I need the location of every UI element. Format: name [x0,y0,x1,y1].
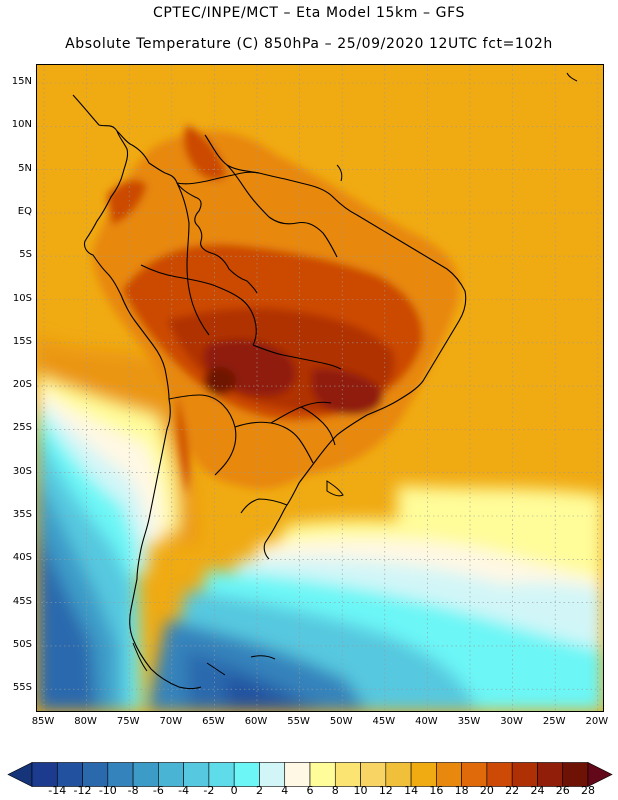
colorbar-label: -6 [152,784,164,797]
country-borders [72,94,467,690]
colorbar-swatch [208,762,235,787]
lat-label: 55S [12,682,32,694]
temperature-map [36,64,604,712]
colorbar-swatch [56,762,83,787]
colorbar-swatch [562,762,589,787]
colorbar-label: 26 [555,784,570,797]
lat-label: 45S [12,595,32,607]
colorbar-max-arrow [587,762,613,787]
colorbar-swatch [410,762,437,787]
colorbar-label: 10 [353,784,368,797]
colorbar [7,762,613,787]
lon-label: 65W [202,716,225,727]
colorbar-label: 8 [331,784,339,797]
lat-label: 50S [12,638,32,650]
lat-label: 10S [12,292,32,304]
colorbar-label: 24 [530,784,545,797]
lat-label: 5S [19,249,32,261]
colorbar-swatch [31,762,58,787]
colorbar-swatch [284,762,311,787]
lat-label: 20S [12,379,32,391]
colorbar-swatch [82,762,109,787]
lat-label: 40S [12,552,32,564]
colorbar-swatch [107,762,134,787]
colorbar-swatch [511,762,538,787]
lon-label: 75W [116,716,140,727]
colorbar-label: 12 [378,784,393,797]
lon-label: 55W [287,716,310,727]
colorbar-label: 28 [581,784,595,797]
lon-label: 70W [159,716,183,727]
colorbar-label: -10 [98,784,117,797]
colorbar-label: 20 [479,784,494,797]
colorbar-swatch [486,762,513,787]
lon-label: 40W [415,716,438,727]
lat-label: 15S [12,335,32,347]
colorbar-label: -12 [73,784,92,797]
colorbar-label: 2 [255,784,263,797]
colorbar-swatch [436,762,462,787]
lon-label: 50W [329,716,353,727]
title-field: Absolute Temperature (C) 850hPa – 25/09/… [65,36,553,52]
lat-label: 10N [11,119,32,131]
colorbar-swatch [309,762,336,787]
map-canvas [37,65,603,711]
colorbar-swatch [537,762,564,787]
colorbar-swatch [259,762,286,787]
title-model: CPTEC/INPE/MCT – Eta Model 15km – GFS [152,5,466,21]
colorbar-label: 22 [505,784,520,797]
colorbar-swatch [132,762,159,787]
colorbar-label: -2 [203,784,215,797]
colorbar-label: -4 [178,784,190,797]
lon-label: 85W [31,716,55,727]
colorbar-swatch [360,762,387,787]
coastline-islands [132,72,578,676]
lat-label: 25S [12,422,32,434]
colorbar-label: 4 [281,784,289,797]
lat-label: 30S [12,465,32,477]
lon-label: 20W [585,716,609,727]
lon-label: 60W [244,716,268,727]
lon-label: 80W [74,716,97,727]
lon-label: 45W [372,716,396,727]
colorbar-min-arrow [7,762,33,787]
colorbar-swatch [233,762,260,787]
lat-label: 5N [18,162,32,174]
lon-label: 25W [542,716,566,727]
colorbar-label: 14 [404,784,419,797]
colorbar-swatch [385,762,412,787]
colorbar-swatch [158,762,184,787]
lon-label: 35W [457,716,481,727]
lat-label: 35S [12,509,32,520]
lat-label: 15N [11,76,32,87]
lat-label: EQ [17,205,32,217]
lon-label: 30W [500,716,523,727]
colorbar-label: -8 [127,784,139,797]
colorbar-swatch [461,762,488,787]
colorbar-label: 18 [454,784,469,797]
colorbar-swatch [334,762,361,787]
colorbar-label: -14 [48,784,67,797]
colorbar-label: 6 [306,784,314,797]
colorbar-label: 16 [429,784,444,797]
colorbar-swatch [183,762,210,787]
colorbar-label: 0 [230,784,238,797]
temperature-field [37,65,603,711]
